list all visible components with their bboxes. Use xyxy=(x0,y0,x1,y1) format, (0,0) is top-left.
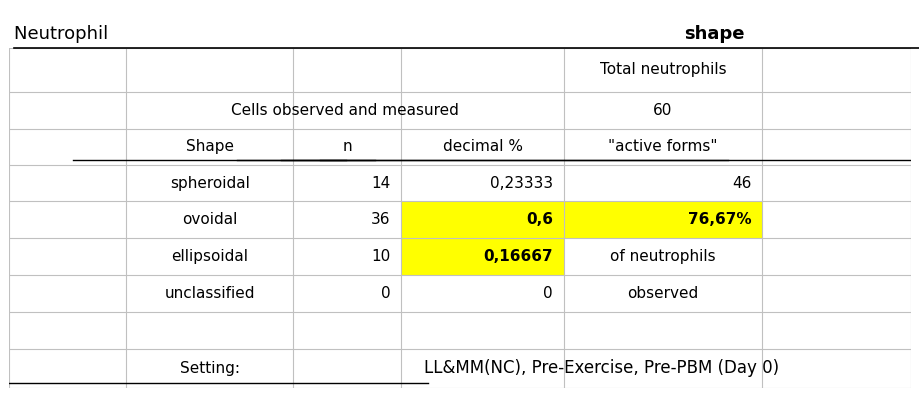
Text: "active forms": "active forms" xyxy=(607,139,717,154)
Text: of neutrophils: of neutrophils xyxy=(609,249,715,264)
Text: ovoidal: ovoidal xyxy=(182,212,237,227)
Text: Total neutrophils: Total neutrophils xyxy=(599,63,725,78)
Text: 10: 10 xyxy=(371,249,391,264)
Text: n: n xyxy=(342,139,352,154)
Text: Neutrophil: Neutrophil xyxy=(14,25,114,43)
Text: 14: 14 xyxy=(371,175,391,190)
Bar xyxy=(563,202,761,238)
Text: shape: shape xyxy=(684,25,743,43)
Text: observed: observed xyxy=(627,286,698,301)
Text: decimal %: decimal % xyxy=(442,139,522,154)
Bar xyxy=(401,238,563,275)
Text: 0,16667: 0,16667 xyxy=(482,249,552,264)
Text: spheroidal: spheroidal xyxy=(170,175,249,190)
Text: Shape: Shape xyxy=(186,139,233,154)
Text: 0: 0 xyxy=(380,286,391,301)
Text: 0,23333: 0,23333 xyxy=(489,175,552,190)
Text: unclassified: unclassified xyxy=(165,286,255,301)
Text: 0,6: 0,6 xyxy=(526,212,552,227)
Text: LL&MM(NC), Pre-Exercise, Pre-PBM (Day 0): LL&MM(NC), Pre-Exercise, Pre-PBM (Day 0) xyxy=(424,359,778,377)
Text: 76,67%: 76,67% xyxy=(686,212,751,227)
Bar xyxy=(401,202,563,238)
Text: Setting:: Setting: xyxy=(179,361,240,376)
Text: ellipsoidal: ellipsoidal xyxy=(171,249,248,264)
Text: 0: 0 xyxy=(542,286,552,301)
Text: 46: 46 xyxy=(731,175,751,190)
Text: 60: 60 xyxy=(652,103,672,118)
Text: Cells observed and measured: Cells observed and measured xyxy=(231,103,459,118)
Text: 36: 36 xyxy=(370,212,391,227)
